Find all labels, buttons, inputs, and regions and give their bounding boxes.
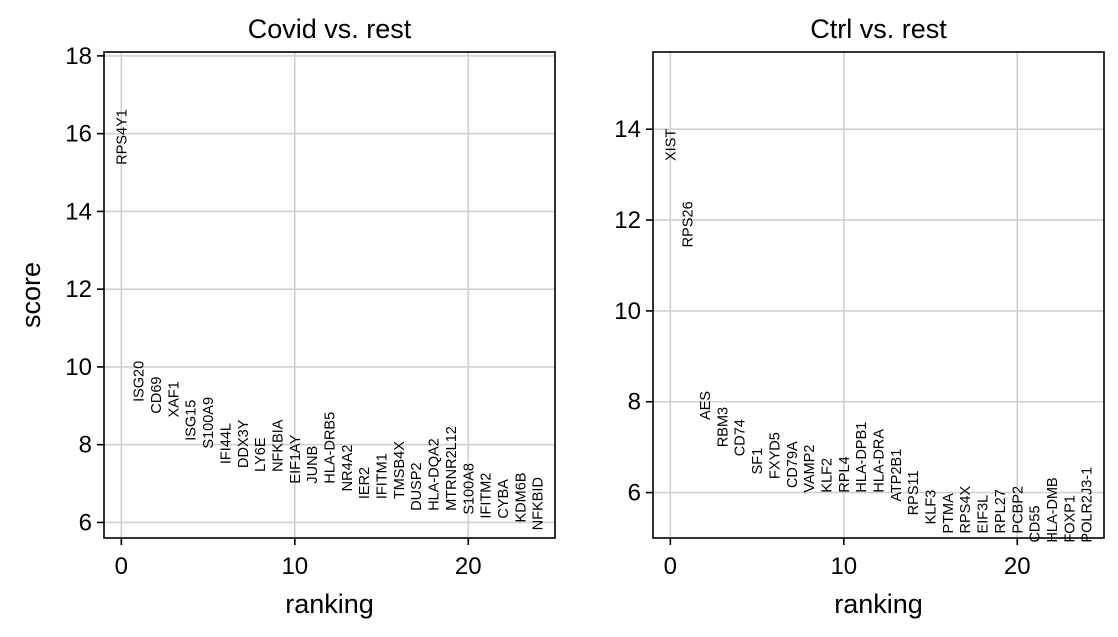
y-tick-label: 12 <box>65 276 92 303</box>
gene-label: RPL27 <box>993 489 1009 533</box>
gene-label: HLA-DRB5 <box>323 412 339 484</box>
gene-label: POLR2J3-1 <box>1080 467 1096 543</box>
gene-label: S100A8 <box>461 463 477 515</box>
gene-label: IFITM1 <box>375 453 391 499</box>
gene-label: ISG20 <box>132 361 148 402</box>
gene-label: RPS11 <box>906 470 922 515</box>
gene-label: CD79A <box>785 441 801 488</box>
x-tick-label: 10 <box>830 553 857 580</box>
gene-label: FXYD5 <box>767 432 783 479</box>
y-tick-label: 14 <box>65 198 92 225</box>
gene-label: VAMP2 <box>802 444 818 492</box>
gene-label: PTMA <box>941 493 957 534</box>
gene-label: AES <box>698 391 714 420</box>
gene-label: SF1 <box>750 448 766 475</box>
gene-label: EIF1AY <box>288 434 304 483</box>
gene-label: IFITM2 <box>479 473 495 519</box>
y-tick-label: 10 <box>65 354 92 381</box>
gene-label: RPL4 <box>837 456 853 492</box>
gene-label: HLA-DRA <box>872 429 888 493</box>
gene-label: RPS4X <box>958 486 974 534</box>
gene-label: RPS4Y1 <box>114 109 130 165</box>
gene-label: CYBA <box>496 479 512 519</box>
gene-label: CD55 <box>1028 505 1044 542</box>
x-tick-label: 20 <box>1004 553 1031 580</box>
x-axis-label: ranking <box>285 589 374 619</box>
gene-label: RBM3 <box>715 407 731 447</box>
y-tick-label: 14 <box>614 116 641 143</box>
gene-label: HLA-DMB <box>1045 477 1061 542</box>
y-tick-label: 10 <box>614 298 641 325</box>
x-tick-label: 10 <box>281 553 308 580</box>
gene-label: MTRNR2L12 <box>444 426 460 511</box>
gene-label: HLA-DPB1 <box>854 422 870 493</box>
axes-frame <box>652 51 1105 539</box>
gene-label: IER2 <box>357 467 373 499</box>
y-tick-label: 8 <box>79 432 92 459</box>
gene-label: EIF3L <box>976 495 992 534</box>
gene-label: XAF1 <box>166 381 182 417</box>
gene-label: RPS26 <box>681 201 697 247</box>
axes-frame <box>103 51 556 539</box>
gene-label: DDX3Y <box>236 419 252 468</box>
gene-label: ISG15 <box>184 400 200 441</box>
gene-label: DUSP2 <box>409 462 425 510</box>
x-tick-label: 20 <box>455 553 482 580</box>
gene-label: NR4A2 <box>340 445 356 492</box>
gene-label: HLA-DQA2 <box>427 438 443 511</box>
y-tick-label: 8 <box>628 389 641 416</box>
gene-label: KLF3 <box>924 490 940 525</box>
y-axis-label: score <box>16 262 46 328</box>
x-tick-label: 0 <box>115 553 128 580</box>
gene-label: IFI44L <box>218 423 234 464</box>
gene-label: LY6E <box>253 437 269 472</box>
gene-label: NFKBIA <box>270 419 286 472</box>
y-tick-label: 6 <box>628 480 641 507</box>
y-tick-label: 18 <box>65 43 92 70</box>
gene-label: KDM6B <box>513 472 529 522</box>
gene-label: JUNB <box>305 446 321 484</box>
y-tick-label: 6 <box>79 509 92 536</box>
gene-label: XIST <box>663 129 679 161</box>
y-tick-label: 16 <box>65 121 92 148</box>
gene-label: S100A9 <box>201 397 217 449</box>
gene-label: PCBP2 <box>1010 486 1026 534</box>
panel-title: Ctrl vs. rest <box>810 14 947 44</box>
x-axis-label: ranking <box>834 589 923 619</box>
gene-label: FOXP1 <box>1062 495 1078 543</box>
y-tick-label: 12 <box>614 207 641 234</box>
panel-title: Covid vs. rest <box>248 14 412 44</box>
x-tick-label: 0 <box>664 553 677 580</box>
gene-label: NFKBID <box>531 477 547 530</box>
gene-label: CD69 <box>149 377 165 414</box>
gene-label: CD74 <box>733 419 749 456</box>
gene-label: ATP2B1 <box>889 449 905 502</box>
gene-label: TMSB4X <box>392 441 408 499</box>
gene-label: KLF2 <box>819 458 835 493</box>
